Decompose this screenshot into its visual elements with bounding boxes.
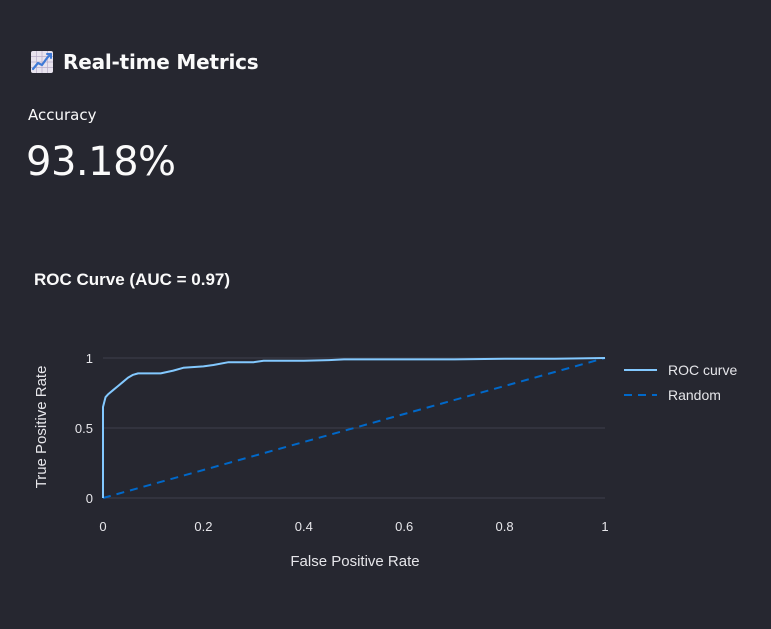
metric-value: 93.18% xyxy=(26,139,176,185)
legend: ROC curve Random xyxy=(624,362,737,403)
series-line-random xyxy=(102,357,606,499)
x-tick-label: 0 xyxy=(99,519,106,534)
y-tick-label: 0 xyxy=(86,491,93,506)
legend-entry: Random xyxy=(668,387,721,403)
x-axis-label: False Positive Rate xyxy=(290,553,419,570)
y-tick-label: 0.5 xyxy=(75,421,93,436)
x-tick-label: 0.4 xyxy=(295,519,313,534)
roc-chart: ROC Curve (AUC = 0.97) 0 0.5 1 0 0.2 0.4 0.6 0.… xyxy=(0,250,771,590)
grid-layer xyxy=(103,357,605,499)
x-tick-label: 0.2 xyxy=(194,519,212,534)
series-layer xyxy=(102,357,606,499)
x-tick-label: 0.6 xyxy=(395,519,413,534)
section-title: Real-time Metrics xyxy=(63,50,259,74)
series-line-roc-curve xyxy=(102,357,606,498)
legend-entry: ROC curve xyxy=(668,362,737,378)
axis-layer: 0 0.5 1 0 0.2 0.4 0.6 0.8 1 xyxy=(75,351,609,534)
y-axis-label: True Positive Rate xyxy=(33,366,50,489)
chart-increasing-icon xyxy=(31,51,53,73)
section-header: Real-time Metrics xyxy=(30,50,259,74)
x-tick-label: 1 xyxy=(601,519,608,534)
y-tick-label: 1 xyxy=(86,351,93,366)
chart-title: ROC Curve (AUC = 0.97) xyxy=(34,270,230,289)
metric-label: Accuracy xyxy=(28,106,97,124)
x-tick-label: 0.8 xyxy=(496,519,514,534)
roc-chart-svg: ROC Curve (AUC = 0.97) 0 0.5 1 0 0.2 0.4 0.6 0.… xyxy=(33,270,737,570)
